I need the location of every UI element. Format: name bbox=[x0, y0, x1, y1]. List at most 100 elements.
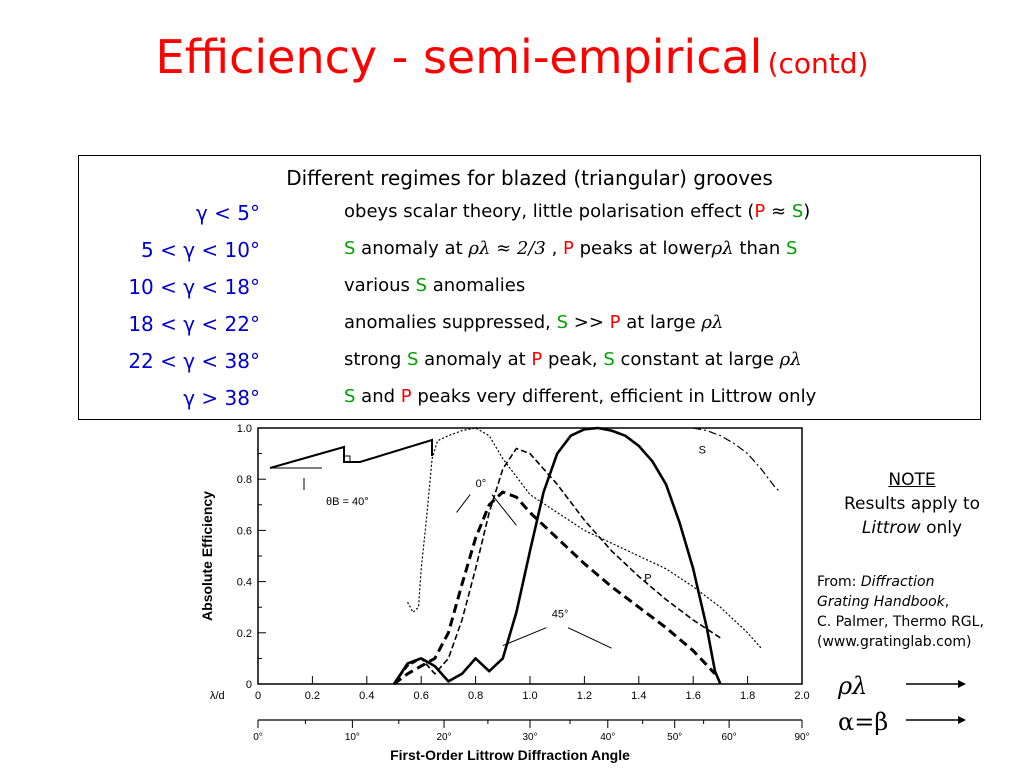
series-line-solid-thick bbox=[392, 426, 722, 685]
arrow-45deg-icon bbox=[502, 627, 547, 647]
x-tick-label: 1.2 bbox=[577, 690, 592, 702]
source-author: C. Palmer, Thermo RGL, bbox=[817, 614, 984, 630]
angle-tick-label: 50° bbox=[667, 732, 682, 743]
regime-text: anomalies bbox=[427, 275, 526, 296]
angle-tick-label: 90° bbox=[794, 732, 809, 743]
regime-text: ρλ bbox=[701, 312, 724, 333]
regime-condition: γ < 5° bbox=[195, 201, 260, 225]
regime-text: peaks at lower bbox=[573, 238, 712, 259]
x-tick-label: 1.0 bbox=[522, 690, 537, 702]
angle-tick-label: 20° bbox=[436, 732, 451, 743]
alpha-beta-symbol: α=β bbox=[838, 708, 889, 736]
rho-lambda-symbol: ρλ bbox=[838, 672, 868, 700]
angle-tick-label: 10° bbox=[345, 732, 360, 743]
regime-text: P bbox=[563, 238, 574, 259]
x-tick-label: 1.4 bbox=[631, 690, 646, 702]
series-line-dashed-thick bbox=[393, 490, 717, 686]
note-only: only bbox=[920, 518, 963, 538]
regime-text: P bbox=[754, 201, 766, 222]
x-axis-label: λ/d bbox=[210, 690, 225, 702]
efficiency-chart: 0 0.2 0.4 0.6 0.8 1.0 0 0.2 0.4 0.6 0.8 1.0 1.2 1.4 1.… bbox=[199, 423, 810, 763]
x-tick-label: 0.4 bbox=[359, 690, 374, 702]
regime-text: S bbox=[556, 312, 569, 333]
regime-text: >> bbox=[568, 312, 610, 333]
y-tick-label: 0.8 bbox=[237, 474, 252, 486]
regime-text: anomalies suppressed, bbox=[344, 312, 557, 333]
source-url: (www.gratinglab.com) bbox=[817, 634, 972, 650]
y-tick-label: 0 bbox=[246, 679, 252, 691]
rho-lambda-arrow-icon bbox=[906, 680, 966, 688]
y-axis-title: Absolute Efficiency bbox=[199, 491, 215, 621]
regime-text: S bbox=[415, 275, 428, 296]
regime-text: various bbox=[344, 275, 416, 296]
x-tick-label: 2.0 bbox=[794, 690, 809, 702]
regime-text: P bbox=[609, 312, 621, 333]
regime-condition: 10 < γ < 18° bbox=[128, 275, 260, 299]
regime-text: ρλ ≈ 2/3 bbox=[468, 238, 546, 259]
slide-title: Efficiency - semi-empirical (contd) bbox=[0, 30, 1024, 84]
x-axis-title: First-Order Littrow Diffraction Angle bbox=[390, 747, 630, 763]
regime-row: γ < 5° obeys scalar theory, little polari… bbox=[79, 201, 980, 231]
regime-text: S bbox=[603, 349, 615, 370]
angle-tick-label: 0° bbox=[253, 732, 263, 743]
regime-text: ρλ bbox=[711, 238, 734, 259]
regime-text: strong bbox=[344, 349, 408, 370]
source-credit: From: Diffraction Grating Handbook, C. P… bbox=[817, 572, 1017, 652]
regimes-heading: Different regimes for blazed (triangular… bbox=[286, 166, 773, 190]
regime-condition: 18 < γ < 22° bbox=[128, 312, 260, 336]
regime-description: obeys scalar theory, little polarisation… bbox=[344, 201, 810, 222]
legend-arrows bbox=[906, 680, 966, 724]
regime-description: anomalies suppressed, S >> P at large ρλ bbox=[344, 312, 723, 333]
arrow-45deg-icon bbox=[567, 627, 612, 649]
x-tick-label: 0.8 bbox=[468, 690, 483, 702]
source-book2: Grating Handbook bbox=[817, 594, 945, 610]
series-line-dashed bbox=[393, 447, 721, 685]
x-tick-label: 0.6 bbox=[414, 690, 429, 702]
angle-tick-label: 60° bbox=[722, 732, 737, 743]
regime-condition: 5 < γ < 10° bbox=[141, 238, 260, 262]
groove-profile-icon bbox=[269, 438, 433, 469]
x-tick-label: 0 bbox=[255, 690, 261, 702]
regime-row: 22 < γ < 38° strong S anomaly at P peak, … bbox=[79, 349, 980, 379]
regime-text: peaks very different, efficient in Littr… bbox=[411, 386, 817, 407]
note-line2: Littrow only bbox=[812, 516, 1012, 540]
x-tick-label: 0.2 bbox=[305, 690, 320, 702]
regime-row: 5 < γ < 10° S anomaly at ρλ ≈ 2/3 , P pea… bbox=[79, 238, 980, 268]
regimes-table: Different regimes for blazed (triangular… bbox=[78, 155, 981, 420]
source-book2-suffix: , bbox=[944, 594, 950, 610]
arrow-0deg-icon bbox=[456, 494, 471, 513]
regime-text: constant at large bbox=[614, 349, 780, 370]
note-box: NOTE Results apply to Littrow only bbox=[812, 468, 1012, 540]
y-tick-label: 0.6 bbox=[237, 525, 252, 537]
angle-tick-label: 30° bbox=[522, 732, 537, 743]
note-littrow: Littrow bbox=[861, 518, 921, 538]
regime-text: at large bbox=[620, 312, 702, 333]
regime-row: γ > 38° S and P peaks very different, eff… bbox=[79, 386, 980, 416]
source-book1: Diffraction bbox=[860, 574, 935, 590]
regime-text: peak, bbox=[542, 349, 604, 370]
regime-text: ≈ bbox=[765, 201, 792, 222]
regime-text: than bbox=[733, 238, 787, 259]
alpha-beta-arrow-icon bbox=[906, 716, 966, 724]
title-main: Efficiency - semi-empirical bbox=[155, 30, 763, 84]
regime-text: S bbox=[786, 238, 798, 259]
regime-description: S anomaly at ρλ ≈ 2/3 , P peaks at lower… bbox=[344, 238, 797, 259]
y-tick-label: 1.0 bbox=[237, 423, 252, 435]
chart-annotation: 0° bbox=[476, 478, 487, 490]
regime-text: ρλ bbox=[779, 349, 802, 370]
regime-row: 18 < γ < 22° anomalies suppressed, S >> P… bbox=[79, 312, 980, 342]
chart-annotation: 45° bbox=[552, 608, 569, 620]
regime-description: S and P peaks very different, efficient … bbox=[344, 386, 816, 407]
regime-text: obeys scalar theory, little polarisation… bbox=[344, 201, 755, 222]
regime-text: S bbox=[407, 349, 419, 370]
x-tick-label: 1.6 bbox=[686, 690, 701, 702]
series-line-dash-dot bbox=[693, 427, 781, 493]
note-line1: Results apply to bbox=[843, 494, 981, 514]
title-suffix: (contd) bbox=[767, 47, 869, 80]
chart-annotation: P bbox=[644, 573, 651, 585]
regime-condition: 22 < γ < 38° bbox=[128, 349, 260, 373]
regime-description: various S anomalies bbox=[344, 275, 525, 296]
regime-condition: γ > 38° bbox=[183, 386, 260, 410]
regime-text: S bbox=[791, 201, 804, 222]
regime-text: ) bbox=[803, 201, 811, 222]
